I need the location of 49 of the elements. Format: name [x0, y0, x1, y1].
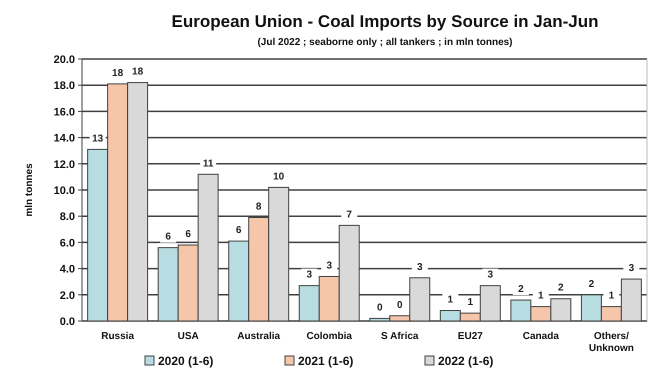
- x-tick-label: Others/ Unknown: [588, 331, 634, 354]
- data-label: 11: [202, 158, 214, 170]
- data-label: 1: [468, 297, 474, 308]
- data-label: 0: [396, 300, 403, 311]
- data-label: 7: [346, 209, 352, 220]
- data-label: 1: [448, 294, 454, 306]
- data-label: 3: [306, 270, 312, 281]
- legend-label: 2021 (1-6): [298, 354, 354, 368]
- data-label: 2: [558, 282, 564, 294]
- data-label: 6: [185, 229, 192, 240]
- x-tick-label: S Africa: [381, 331, 419, 342]
- data-label: 8: [256, 202, 262, 213]
- legend-label: 2022 (1-6): [438, 354, 494, 368]
- y-tick-label: 18.0: [54, 80, 75, 92]
- x-tick-label: EU27: [458, 331, 484, 342]
- y-tick-label: 6.0: [60, 237, 75, 250]
- y-tick-label: 14.0: [54, 132, 75, 145]
- y-tick-label: 2.0: [60, 290, 75, 302]
- x-tick-label: Australia: [237, 331, 281, 342]
- data-label: 3: [416, 262, 423, 273]
- x-tick-label: Colombia: [306, 331, 352, 342]
- chart-subtitle: (Jul 2022 ; seaborne only ; all tankers ; in mln tonnes): [257, 37, 513, 48]
- data-label: 10: [273, 171, 285, 182]
- y-tick-label: 10.0: [54, 185, 75, 197]
- data-label: 6: [165, 232, 172, 243]
- legend-label: 2020 (1-6): [158, 354, 214, 368]
- x-tick-label: Canada: [522, 331, 560, 342]
- x-tick-label: Russia: [101, 331, 134, 342]
- chart-title: European Union - Coal Imports by Source in Jan-Jun: [172, 12, 598, 31]
- data-label: 13: [92, 133, 104, 144]
- y-tick-label: 20.0: [54, 54, 75, 66]
- data-label: 1: [608, 290, 615, 302]
- x-tick-label: USA: [178, 331, 199, 342]
- data-label: 3: [326, 260, 332, 272]
- data-label: 0: [377, 302, 383, 314]
- y-axis-title: mln tonnes: [24, 162, 35, 217]
- y-tick-label: 12.0: [54, 158, 75, 171]
- data-label: 3: [488, 270, 494, 281]
- data-label: 3: [628, 263, 635, 274]
- y-tick-label: 4.0: [60, 264, 75, 276]
- y-tick-label: 0.0: [60, 316, 75, 328]
- data-label: 2: [518, 284, 524, 296]
- data-label: 18: [112, 68, 124, 79]
- data-label: 2: [588, 278, 595, 290]
- data-label: 18: [132, 66, 144, 78]
- y-tick-label: 8.0: [60, 211, 75, 224]
- data-label: 6: [236, 225, 242, 236]
- data-label: 1: [538, 290, 544, 302]
- y-tick-label: 16.0: [54, 106, 75, 118]
